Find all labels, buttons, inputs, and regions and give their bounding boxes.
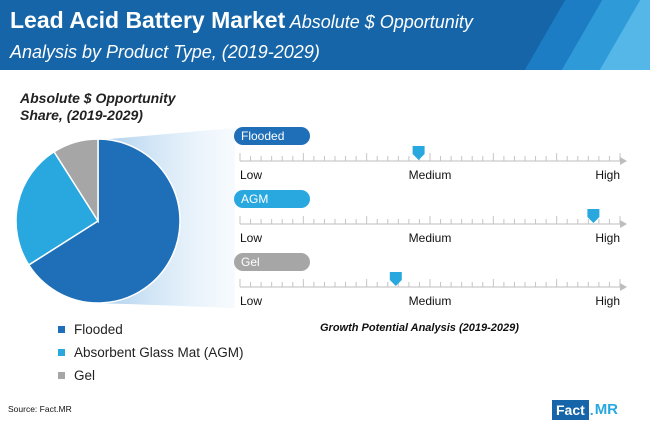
legend-item-flooded: Flooded bbox=[58, 318, 244, 341]
pie-legend: Flooded Absorbent Glass Mat (AGM) Gel bbox=[58, 318, 244, 387]
growth-caption: Growth Potential Analysis (2019-2029) bbox=[320, 322, 519, 334]
page-title: Lead Acid Battery Market Absolute $ Oppo… bbox=[10, 6, 473, 68]
pie-slice-gel bbox=[53, 138, 99, 224]
pie-slice-flooded bbox=[27, 138, 181, 304]
scale-tick-label-medium: Medium bbox=[409, 294, 452, 308]
factmr-logo: Fact . MR bbox=[552, 400, 618, 420]
legend-swatch bbox=[58, 372, 65, 379]
growth-scales: Flooded Low Medium High AGM Low Medium High Gel L… bbox=[234, 127, 627, 308]
growth-marker-flooded bbox=[412, 146, 425, 160]
pie-chart bbox=[15, 138, 181, 304]
logo-fact: Fact bbox=[552, 400, 589, 420]
scale-tick-label-low: Low bbox=[240, 231, 262, 245]
scale-tick-label-low: Low bbox=[240, 168, 262, 182]
title-sub-line2: Analysis by Product Type, (2019-2029) bbox=[10, 42, 320, 62]
scale-arrow-icon bbox=[620, 157, 627, 165]
growth-marker-agm bbox=[587, 209, 600, 223]
scale-tick-label-medium: Medium bbox=[409, 231, 452, 245]
pie-title-line1: Absolute $ Opportunity bbox=[20, 90, 176, 106]
pie-title-line2: Share, (2019-2029) bbox=[20, 107, 143, 123]
pie-chart-title: Absolute $ Opportunity Share, (2019-2029… bbox=[20, 90, 176, 124]
legend-label: Absorbent Glass Mat (AGM) bbox=[74, 345, 244, 360]
scale-tick-label-high: High bbox=[595, 168, 620, 182]
scale-tick-label-high: High bbox=[595, 294, 620, 308]
legend-item-gel: Gel bbox=[58, 364, 244, 387]
legend-label: Gel bbox=[74, 368, 96, 383]
scale-tick-label-high: High bbox=[595, 231, 620, 245]
scale-label-pill-flooded bbox=[234, 127, 310, 145]
header-banner: Lead Acid Battery Market Absolute $ Oppo… bbox=[0, 0, 650, 70]
logo-dot: . bbox=[589, 402, 594, 418]
scale-arrow-icon bbox=[620, 220, 627, 228]
title-main: Lead Acid Battery Market bbox=[10, 7, 286, 33]
legend-label: Flooded bbox=[74, 322, 123, 337]
source-note: Source: Fact.MR bbox=[8, 404, 72, 414]
legend-swatch bbox=[58, 349, 65, 356]
scale-label-pill-gel bbox=[234, 253, 310, 271]
growth-marker-gel bbox=[389, 272, 402, 286]
scale-label-agm: AGM bbox=[241, 192, 268, 206]
logo-mr: MR bbox=[594, 401, 619, 418]
scale-label-gel: Gel bbox=[241, 255, 260, 269]
legend-item-agm: Absorbent Glass Mat (AGM) bbox=[58, 341, 244, 364]
title-sub-line1: Absolute $ Opportunity bbox=[289, 12, 473, 32]
scale-tick-label-low: Low bbox=[240, 294, 262, 308]
scale-label-pill-agm bbox=[234, 190, 310, 208]
scale-arrow-icon bbox=[620, 283, 627, 291]
pie-slice-agm bbox=[15, 150, 100, 266]
scale-tick-label-medium: Medium bbox=[409, 168, 452, 182]
scale-label-flooded: Flooded bbox=[241, 129, 284, 143]
legend-swatch bbox=[58, 326, 65, 333]
